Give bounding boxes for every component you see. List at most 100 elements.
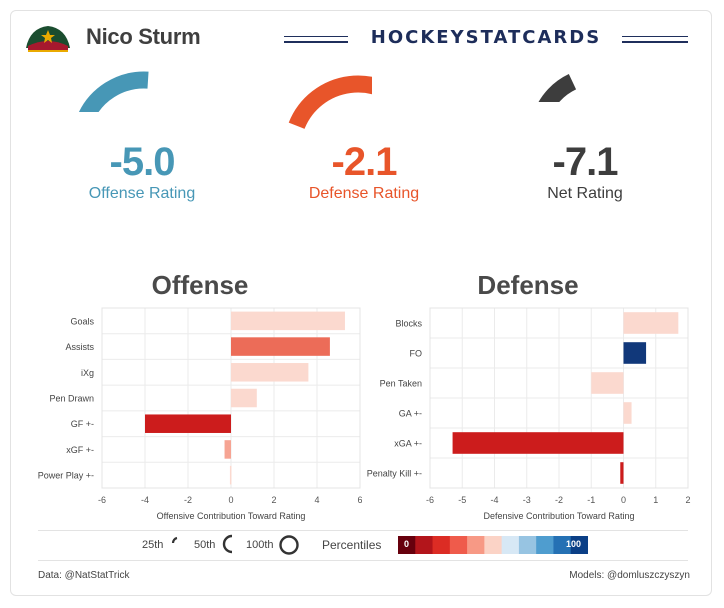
logo-star-shape (41, 30, 55, 43)
x-tick-label: 0 (621, 495, 626, 505)
bar (231, 363, 309, 382)
x-tick-label: -1 (587, 495, 595, 505)
offense-rating-label: Offense Rating (88, 185, 196, 202)
y-category-label: Assists (65, 342, 94, 352)
x-tick-label: 6 (357, 495, 362, 505)
legend-100th-label: 100th (246, 539, 274, 551)
stat-card (10, 10, 712, 596)
player-name: Nico Sturm (86, 24, 201, 49)
y-category-label: Pen Drawn (49, 394, 94, 404)
legend-percentiles-label: Percentiles (322, 538, 382, 552)
offense-gauge (78, 71, 149, 112)
offense-gauge-arc (78, 71, 149, 112)
x-tick-label: -4 (490, 495, 498, 505)
x-tick-label: -2 (555, 495, 563, 505)
x-tick-label: -4 (141, 495, 149, 505)
x-axis-title: Defensive Contribution Toward Rating (484, 511, 635, 521)
defense-title: Defense (477, 270, 579, 300)
legend-50th-label: 50th (194, 539, 216, 551)
x-tick-label: 2 (685, 495, 690, 505)
bar (623, 342, 647, 364)
scale-swatch (484, 536, 503, 554)
scale-swatch (570, 536, 588, 554)
defense-rating: -2.1 Defense Rating (292, 142, 436, 204)
brand-line-right (622, 36, 688, 43)
logo-trim-shape (28, 50, 68, 52)
bar (231, 311, 345, 331)
legend-divider-top (38, 530, 688, 531)
x-tick-label: -3 (523, 495, 531, 505)
bar (623, 312, 679, 334)
scale-swatch (536, 536, 554, 554)
plot-frame (429, 307, 689, 489)
x-tick-label: -2 (184, 495, 192, 505)
y-category-label: Goals (70, 316, 94, 326)
bar (231, 388, 257, 408)
x-tick-label: -6 (426, 495, 434, 505)
defense-gauge-arc (288, 75, 372, 130)
bar (591, 372, 624, 394)
defense-rating-value: -2.1 (331, 140, 398, 184)
y-category-label: GA +- (399, 409, 422, 419)
y-category-label: Power Play +- (38, 471, 94, 481)
bar (145, 414, 231, 433)
bar (229, 465, 232, 485)
bar (231, 337, 330, 356)
offense-title: Offense (151, 270, 249, 300)
net-rating-value: -7.1 (552, 140, 619, 184)
brand-banner: HOCKEYSTATCARDS (282, 26, 690, 50)
y-category-label: iXg (81, 368, 94, 378)
net-rating: -7.1 Net Rating (520, 142, 650, 204)
net-rating-label: Net Rating (547, 185, 623, 202)
scale-swatch (449, 536, 468, 554)
footer-models-credit: Models: @domluszczyszyn (569, 570, 690, 581)
team-logo (26, 26, 70, 52)
scale-swatch (553, 536, 572, 554)
gauge-25th-icon (171, 536, 178, 544)
offense-rating: -5.0 Offense Rating (72, 142, 212, 204)
bar (620, 462, 624, 484)
y-category-label: Pen Taken (380, 379, 422, 389)
scale-swatch (398, 536, 416, 554)
y-category-label: Blocks (395, 319, 422, 329)
footer-data-source: Data: @NatStatTrick (38, 570, 130, 581)
offense-chart: -6 -4 -2 0 2 4 6 Goals Assists iXg Pen Drawn GF +- x… (38, 307, 362, 521)
gauge-100th-icon (279, 535, 299, 555)
legend-25th-label: 25th (142, 539, 164, 551)
x-tick-label: 2 (271, 495, 276, 505)
defense-chart: -6 -5 -4 -3 -2 -1 0 1 2 Blocks FO Pen Taken GA +- xGA… (367, 307, 691, 521)
scale-max-label: 100 (566, 539, 582, 549)
scale-swatch (518, 536, 537, 554)
scale-swatch (467, 536, 485, 554)
brand-line-left (284, 36, 348, 43)
x-tick-label: -5 (458, 495, 466, 505)
y-category-label: GF +- (71, 419, 94, 429)
scale-min-label: 0 (404, 539, 410, 549)
y-category-label: xGF +- (66, 445, 94, 455)
net-gauge-arc (538, 74, 577, 102)
x-tick-label: 0 (228, 495, 233, 505)
defense-gauge (288, 75, 372, 130)
net-gauge (538, 74, 577, 102)
percentile-color-scale (398, 536, 588, 554)
brand-title: HOCKEYSTATCARDS (370, 27, 602, 48)
bar (623, 402, 632, 424)
scale-swatch (432, 536, 451, 554)
defense-rating-label: Defense Rating (308, 185, 420, 202)
y-category-label: FO (410, 349, 423, 359)
bar (224, 440, 231, 459)
plot-frame (101, 307, 361, 489)
legend-divider-bottom (38, 560, 688, 561)
logo-band-shape (28, 41, 68, 50)
y-category-label: Penalty Kill +- (367, 469, 422, 479)
scale-swatch (501, 536, 520, 554)
x-tick-label: -6 (98, 495, 106, 505)
x-tick-label: 4 (314, 495, 319, 505)
legend: 25th 50th 100th Percentiles 0 100 (0, 528, 724, 564)
scale-swatch (415, 536, 434, 554)
x-axis-title: Offensive Contribution Toward Rating (157, 511, 306, 521)
offense-rating-value: -5.0 (109, 140, 176, 184)
x-tick-label: 1 (653, 495, 658, 505)
gauge-50th-icon (222, 534, 233, 554)
bar (452, 432, 624, 454)
